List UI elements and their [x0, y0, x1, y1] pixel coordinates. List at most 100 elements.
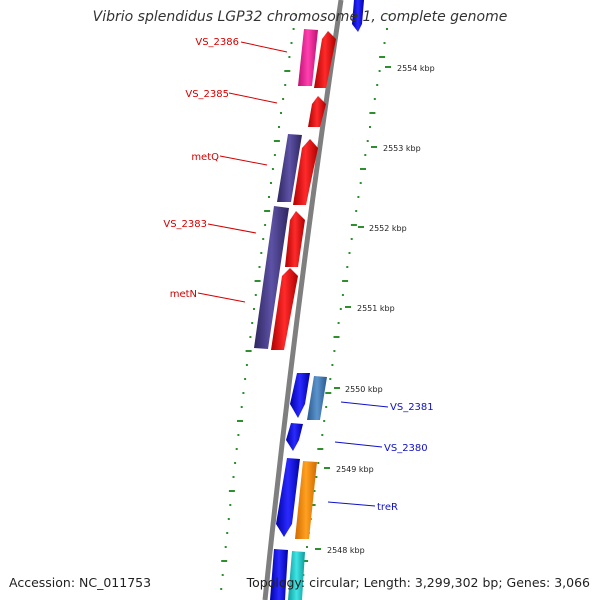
gene-vs2380-blue[interactable]: [286, 423, 303, 451]
gene-label-vs2380[interactable]: VS_2380: [384, 443, 428, 454]
gene-trer-blue[interactable]: [276, 458, 300, 537]
gene-label-metq[interactable]: metQ: [191, 152, 219, 163]
gc-track-dot: [270, 182, 272, 184]
gene-vs2381-blue[interactable]: [290, 373, 310, 418]
leader-metn: [197, 292, 246, 303]
leader-metq: [219, 155, 268, 166]
gc-track-dot: [337, 322, 340, 324]
gc-track-dot: [228, 490, 235, 492]
gene-bottom-blue[interactable]: [270, 549, 288, 600]
gc-track-dot: [278, 126, 280, 128]
scale-label-2548: 2548 kbp: [327, 546, 365, 555]
gc-track-dot: [355, 210, 358, 212]
gc-track-dot: [264, 224, 267, 226]
chromosome-backbone: [262, 0, 344, 600]
gc-track-dot: [280, 112, 282, 114]
gene-label-vs2381[interactable]: VS_2381: [390, 402, 434, 413]
gc-track-dot: [325, 392, 332, 394]
gc-track-dot: [234, 462, 237, 464]
gc-track-dot: [317, 448, 324, 450]
gene-trer-orange[interactable]: [295, 461, 317, 539]
gc-track-dot: [383, 42, 386, 44]
gc-content-inner-track: [220, 14, 297, 590]
gc-track-dot: [346, 266, 349, 268]
gene-vs2386-red[interactable]: [314, 31, 336, 88]
gc-track-dot: [388, 14, 391, 16]
scale-label-2554: 2554 kbp: [397, 64, 435, 73]
gc-track-dot: [315, 476, 318, 478]
gc-track-dot: [317, 462, 320, 464]
gene-metq-purple[interactable]: [277, 134, 302, 202]
scale-label-2549: 2549 kbp: [336, 465, 374, 474]
leader-trer: [327, 501, 376, 507]
gene-metn-purple[interactable]: [254, 206, 289, 349]
gc-track-dot: [386, 28, 388, 30]
scale-label-2551: 2551 kbp: [357, 304, 395, 313]
gc-track-dot: [249, 336, 252, 338]
gc-track-dot: [221, 574, 224, 576]
gc-track-dot: [227, 518, 230, 520]
gc-track-dot: [253, 308, 255, 310]
gc-track-dot: [271, 168, 274, 170]
gene-labels: VS_2386 VS_2385 metQ VS_2383 metN VS_238…: [163, 37, 433, 513]
gene-metn-red[interactable]: [271, 268, 298, 350]
gene-vs2386-pink[interactable]: [298, 29, 318, 86]
gc-track-dot: [251, 322, 254, 324]
gene-metq-red[interactable]: [293, 139, 318, 205]
gc-track-dot: [237, 420, 243, 422]
gc-track-dot: [268, 196, 270, 198]
gc-track-dot: [245, 350, 252, 352]
gc-track-dot: [235, 448, 238, 450]
gene-label-vs2383[interactable]: VS_2383: [163, 219, 207, 230]
gc-track-dot: [329, 378, 332, 380]
gc-track-dot: [379, 56, 386, 58]
gc-track-dot: [350, 224, 357, 226]
gc-track-dot: [258, 266, 261, 268]
gc-track-dot: [378, 70, 381, 72]
gc-track-dot: [284, 70, 291, 72]
leader-vs2385: [228, 92, 278, 104]
gene-label-vs2385[interactable]: VS_2385: [185, 89, 229, 100]
gc-track-dot: [321, 434, 324, 436]
gc-track-dot: [221, 560, 228, 562]
gc-track-dot: [226, 532, 229, 534]
gene-vs2381-steel[interactable]: [307, 376, 327, 420]
gene-vs2383-red[interactable]: [285, 211, 305, 267]
gc-track-dot: [350, 238, 353, 240]
gc-track-dot: [220, 588, 223, 590]
gc-track-dot: [232, 476, 235, 478]
gene-label-metn[interactable]: metN: [170, 289, 197, 300]
gene-vs2385[interactable]: [308, 96, 326, 127]
gene-bottom-cyan[interactable]: [288, 551, 305, 600]
gc-track-dot: [331, 364, 334, 366]
gc-track-dot: [245, 364, 248, 366]
gc-track-dot: [224, 546, 227, 548]
gc-track-dot: [240, 406, 243, 408]
scale-ticks: 2554 kbp 2553 kbp 2552 kbp 2551 kbp 2550…: [315, 64, 435, 555]
gc-track-dot: [376, 84, 379, 86]
gc-track-dot: [264, 210, 271, 212]
gc-track-dot: [262, 238, 265, 240]
gc-track-dot: [288, 56, 291, 58]
gc-track-dot: [357, 196, 360, 198]
leader-vs2383: [207, 223, 257, 234]
gc-track-dot: [333, 350, 336, 352]
gc-track-dot: [313, 490, 316, 492]
accession-label: Accession: NC_011753: [9, 575, 152, 590]
gc-track-dot: [364, 154, 367, 156]
gc-track-dot: [341, 294, 344, 296]
gene-top-partial[interactable]: [352, 0, 364, 32]
gene-features: [254, 0, 364, 600]
leader-vs2380: [334, 441, 383, 448]
gc-track-dot: [333, 336, 340, 338]
gene-label-vs2386[interactable]: VS_2386: [195, 37, 239, 48]
gc-track-dot: [323, 420, 326, 422]
gene-label-trer[interactable]: treR: [377, 502, 398, 513]
gc-track-dot: [369, 126, 371, 128]
leader-vs2386: [240, 41, 288, 53]
gc-track-dot: [373, 98, 376, 100]
map-title: Vibrio splendidus LGP32 chromosome 1, co…: [92, 9, 508, 25]
scale-label-2550: 2550 kbp: [345, 385, 383, 394]
